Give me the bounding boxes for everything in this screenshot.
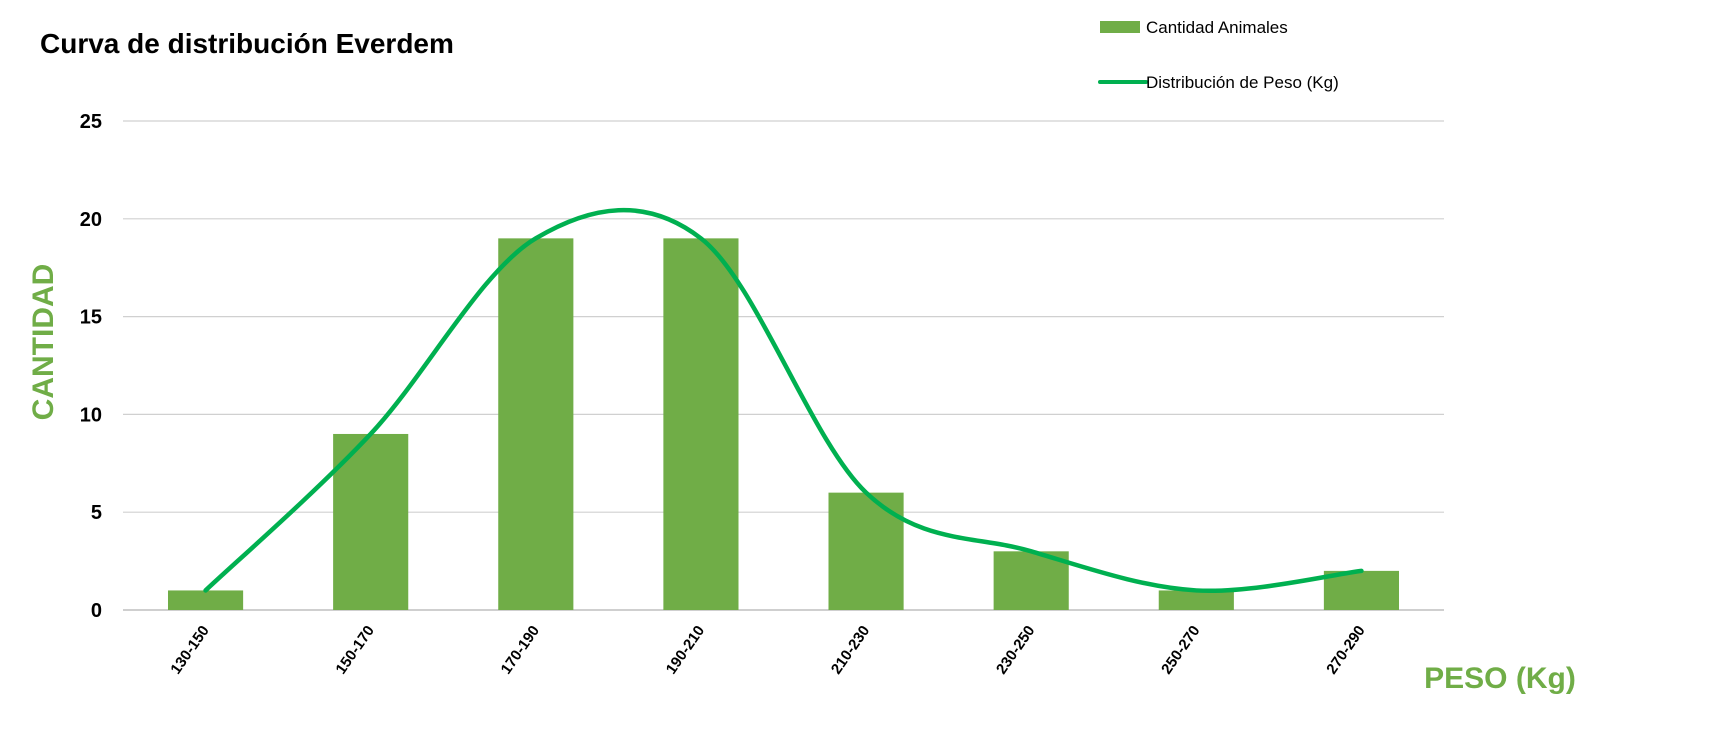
y-tick-label: 10 xyxy=(80,404,102,426)
x-tick-label: 170-190 xyxy=(498,623,544,678)
bar xyxy=(333,433,409,610)
line-series xyxy=(203,207,1364,594)
x-tick-label: 210-230 xyxy=(828,623,874,678)
y-tick-label: 0 xyxy=(91,600,102,622)
y-tick-label: 5 xyxy=(91,502,102,524)
x-axis-ticks: 130-150 150-170 170-190 190-210 210-230 230-2… xyxy=(167,623,1368,678)
x-tick-label: 250-270 xyxy=(1158,623,1204,678)
legend-swatch-bars xyxy=(1100,21,1140,33)
y-axis-title: CANTIDAD xyxy=(27,264,60,421)
y-axis-ticks: 0 5 10 15 20 25 xyxy=(80,111,102,622)
x-tick-label: 130-150 xyxy=(167,623,213,678)
bar xyxy=(663,238,739,611)
chart-title: Curva de distribución Everdem xyxy=(40,28,454,59)
bar xyxy=(1158,590,1234,610)
x-axis-title: PESO (Kg) xyxy=(1424,662,1576,695)
y-tick-label: 15 xyxy=(80,307,102,329)
bar xyxy=(498,238,574,611)
distribution-curve xyxy=(203,207,1364,594)
bar xyxy=(167,590,244,610)
legend: Cantidad Animales Distribución de Peso (… xyxy=(1098,18,1339,92)
legend-label-line: Distribución de Peso (Kg) xyxy=(1146,73,1339,92)
x-tick-label: 270-290 xyxy=(1323,623,1369,678)
x-tick-label: 150-170 xyxy=(332,623,378,678)
legend-label-bars: Cantidad Animales xyxy=(1146,18,1288,37)
y-tick-label: 25 xyxy=(80,111,102,133)
bar-series xyxy=(167,238,1400,611)
x-tick-label: 190-210 xyxy=(663,623,709,678)
y-tick-label: 20 xyxy=(80,209,102,231)
bar xyxy=(1323,570,1400,610)
bar xyxy=(828,492,904,610)
x-tick-label: 230-250 xyxy=(993,623,1039,678)
